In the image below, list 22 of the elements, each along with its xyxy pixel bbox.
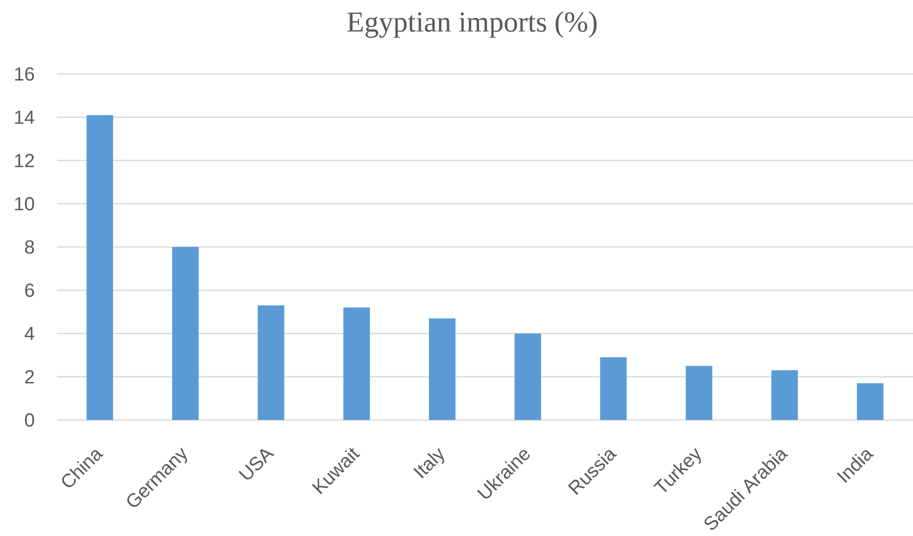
bar: [172, 246, 199, 420]
y-tick-label: 10: [15, 197, 34, 210]
y-tick-label: 8: [25, 240, 34, 254]
y-tick-label: 14: [15, 110, 34, 124]
y-tick-label: 6: [25, 284, 34, 297]
y-tick-label: 0: [24, 413, 34, 427]
x-tick-label: Italy: [413, 448, 444, 478]
bar: [428, 318, 456, 420]
y-tick-label: 12: [15, 154, 34, 168]
x-tick-label: USA: [238, 449, 274, 480]
bar: [600, 357, 627, 420]
bar: [771, 370, 798, 420]
bar: [856, 383, 884, 420]
bar: [343, 308, 370, 420]
bar: [686, 366, 712, 420]
y-tick-label: 16: [15, 67, 34, 81]
bar: [86, 115, 114, 420]
bar: [514, 333, 542, 420]
chart-title: Egyptian imports (%): [347, 11, 597, 38]
bar: [258, 305, 284, 420]
y-tick-label: 2: [25, 370, 34, 384]
y-tick-label: 4: [24, 326, 34, 340]
